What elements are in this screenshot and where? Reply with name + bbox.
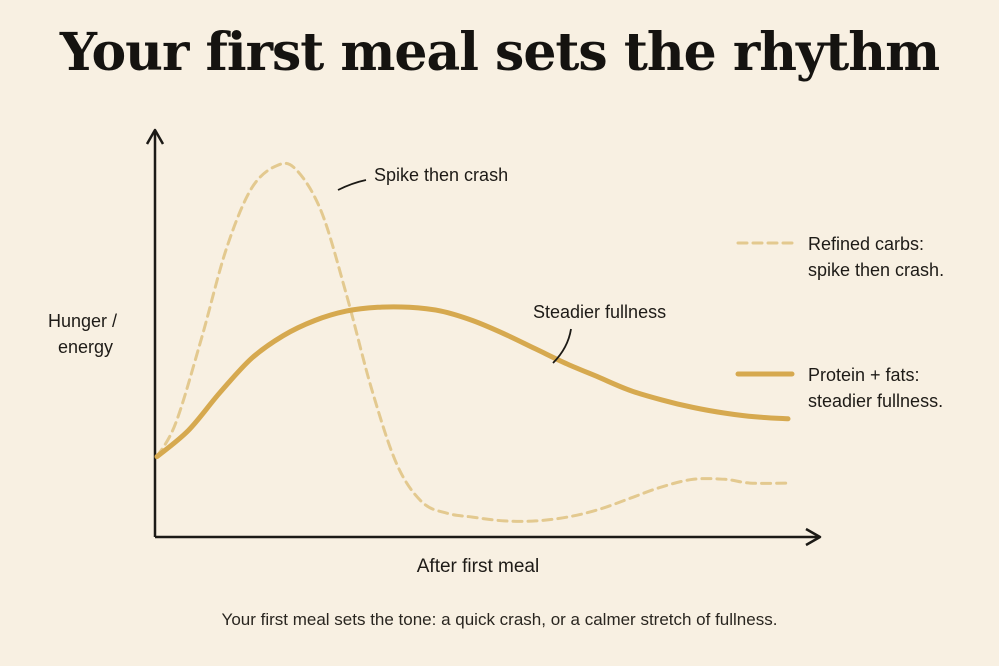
series-line-protein-fats xyxy=(154,304,791,460)
legend-label-refined-carbs-1: Refined carbs: xyxy=(808,234,924,254)
axes xyxy=(145,128,822,547)
legend: Refined carbs: spike then crash. Protein… xyxy=(735,234,944,411)
y-axis-arrow xyxy=(145,128,165,145)
y-axis-label-line-1: Hunger / xyxy=(48,311,117,331)
x-axis-arrow xyxy=(805,527,822,547)
chart-caption: Your first meal sets the tone: a quick c… xyxy=(221,610,778,629)
annotation-spike-then-crash: Spike then crash xyxy=(374,165,508,185)
series-line-refined-carbs xyxy=(155,161,790,523)
annotation-steadier-fullness: Steadier fullness xyxy=(533,302,666,322)
chart-title: Your first meal sets the rhythm xyxy=(59,22,940,83)
annotation-leader-spike xyxy=(337,179,367,191)
x-axis-label: After first meal xyxy=(417,556,539,577)
y-axis-label-line-2: energy xyxy=(58,337,113,357)
legend-label-refined-carbs-2: spike then crash. xyxy=(808,260,944,280)
legend-label-protein-fats-2: steadier fullness. xyxy=(808,391,943,411)
legend-label-protein-fats-1: Protein + fats: xyxy=(808,365,920,385)
annotation-leader-steadier xyxy=(552,328,572,364)
